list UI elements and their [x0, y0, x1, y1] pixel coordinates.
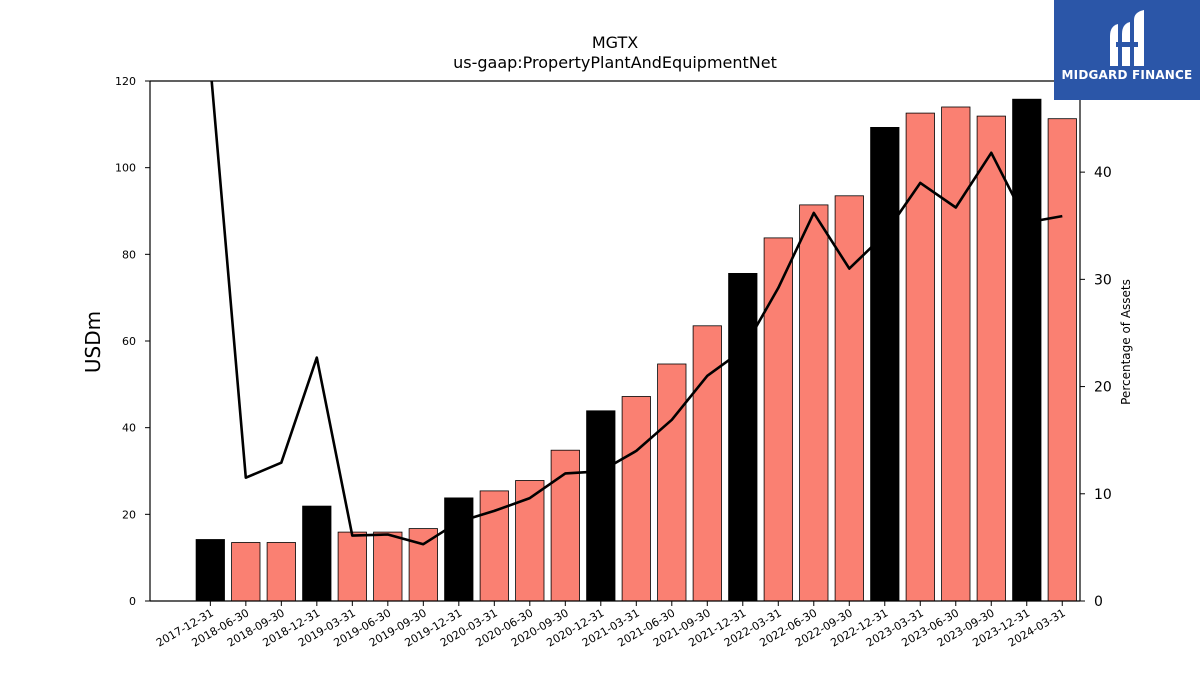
y-tick-label: 120: [115, 75, 136, 88]
chart-title: MGTX: [592, 33, 638, 52]
brand-logo: MIDGARD FINANCE: [1054, 0, 1200, 100]
bar: [266, 542, 296, 602]
y-tick-label: 20: [122, 508, 136, 521]
y2-tick-label: 30: [1094, 272, 1112, 288]
y2-tick-label: 20: [1094, 380, 1112, 396]
bar: [444, 497, 474, 602]
bar: [479, 490, 509, 602]
bar: [1012, 98, 1042, 602]
y-tick-label: 40: [122, 422, 136, 435]
bar: [905, 112, 935, 602]
y2-axis-label: Percentage of Assets: [1119, 279, 1133, 405]
y-tick-label: 100: [115, 162, 136, 175]
y2-tick-label: 40: [1094, 165, 1112, 181]
bar: [834, 195, 864, 602]
percentage-line: [210, 81, 1063, 546]
line-layer: [210, 81, 1063, 546]
bar: [231, 542, 261, 602]
bar: [941, 106, 971, 602]
y-tick-label: 80: [122, 248, 136, 261]
y-axis-label: USDm: [81, 311, 105, 373]
bar: [337, 531, 367, 602]
brand-name: MIDGARD FINANCE: [1061, 68, 1193, 82]
bar: [1047, 118, 1077, 602]
y2-tick-label: 10: [1094, 487, 1112, 503]
bar: [373, 531, 403, 602]
y2-tick-label: 0: [1094, 594, 1103, 610]
y-tick-label: 60: [122, 335, 136, 348]
bar: [763, 237, 793, 602]
chart-subtitle: us-gaap:PropertyPlantAndEquipmentNet: [453, 53, 777, 72]
bar: [195, 539, 225, 602]
bar: [621, 396, 651, 602]
bar: [976, 115, 1006, 602]
bar: [550, 449, 580, 602]
bar: [302, 505, 332, 602]
bar: [799, 204, 829, 602]
bar: [870, 127, 900, 602]
bar: [408, 528, 438, 602]
bar: [728, 272, 758, 602]
bars-layer: [195, 98, 1077, 602]
y-tick-label: 0: [129, 595, 136, 608]
bar: [692, 325, 722, 602]
bar: [586, 410, 616, 602]
bar: [657, 363, 687, 602]
midgard-logo-icon: [1110, 10, 1144, 66]
